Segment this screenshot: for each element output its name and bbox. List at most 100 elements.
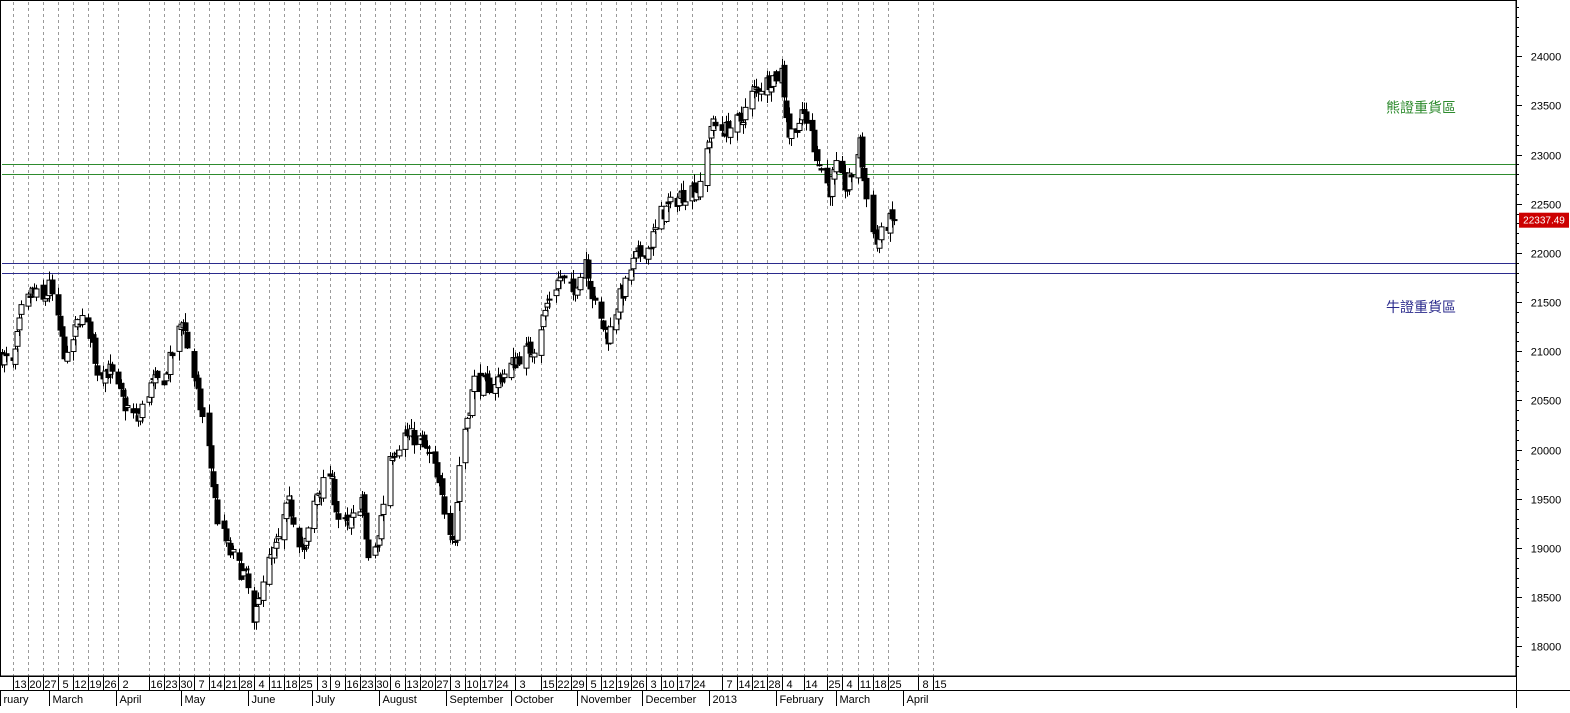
candle-down [589,286,596,300]
x-day-label: 9 [334,679,340,691]
candle-down [486,377,493,394]
x-day-label: 2 [122,679,128,691]
x-day-label: 13 [14,679,26,691]
candle-up [33,288,40,298]
x-day-label: 15 [934,679,946,691]
x-day-label: 19 [89,679,101,691]
candle-down [803,111,810,124]
bull-zone-label: 牛證重貨區 [1386,299,1456,315]
x-day-label: 10 [662,679,674,691]
x-day-label: 7 [726,679,732,691]
x-month-label: June [252,694,276,706]
x-day-label: 8 [922,679,928,691]
candle-down [816,164,823,167]
candle-down [585,259,592,279]
candle-up [16,317,23,331]
grid-layer [13,2,934,676]
candle-down [199,407,206,418]
candle-up [607,326,614,344]
candle-down [426,451,433,455]
bear-zone-label: 熊證重貨區 [1386,99,1456,115]
x-day-label: 19 [617,679,629,691]
x-day-label: 18 [874,679,886,691]
candle-down [811,129,818,153]
x-day-label: 7 [198,679,204,691]
x-month-label: April [907,694,929,706]
x-day-label: 25 [300,679,312,691]
candle-down [214,499,221,525]
x-day-label: 27 [44,679,56,691]
candle-down [773,71,780,82]
x-day-label: 11 [271,679,282,691]
candle-down [441,496,448,515]
candle-up [796,122,803,131]
candle-up [542,309,549,317]
candle-down [92,337,99,364]
candle-up [167,351,174,375]
candle-up [704,148,711,187]
candle-up [79,315,86,325]
candle-up [380,503,387,515]
candle-up [663,205,670,222]
y-tick-label: 23500 [1531,101,1562,113]
y-tick-label: 21500 [1531,298,1562,310]
x-month-label: ruary [4,694,30,706]
candle-down [3,353,10,357]
y-tick-label: 24000 [1531,52,1562,64]
candle-down [439,478,446,496]
x-day-label: 25 [889,679,901,691]
candle-down [863,177,870,200]
candle-up [622,277,629,297]
x-day-label: 4 [846,679,852,691]
candle-up [320,477,327,499]
x-day-label: 13 [406,679,418,691]
candle-layer [0,58,898,630]
candle-down [195,377,202,389]
candle-down [115,371,122,385]
candle-up [531,352,538,358]
candle-down [516,356,523,365]
candle-up [273,541,280,549]
x-day-label: 3 [650,679,656,691]
x-month-label: August [383,694,417,706]
x-month-label: October [515,694,554,706]
candle-down [365,539,372,559]
candle-up [387,456,394,507]
candle-down [154,370,161,379]
candle-up [652,227,659,231]
zone-layer [2,164,1516,274]
x-month-label: July [316,694,336,706]
x-day-label: 16 [346,679,358,691]
x-day-label: 26 [104,679,116,691]
x-month-label: 2013 [713,694,737,706]
candle-down [561,275,568,279]
candle-up [471,375,478,393]
candle-down [449,535,456,541]
x-day-label: 6 [394,679,400,691]
candle-up [255,598,262,605]
candle-down [49,279,56,295]
x-month-label: March [840,694,871,706]
candle-up [523,345,530,369]
candle-up [378,515,385,540]
y-tick-label: 22000 [1531,249,1562,261]
x-month-label: December [646,694,697,706]
candle-up [553,289,560,297]
candle-down [598,301,605,319]
y-tick-label: 20000 [1531,446,1562,458]
candle-up [456,465,463,502]
x-day-label: 23 [361,679,373,691]
last-price-marker: 22337.49 [1519,212,1569,228]
x-day-label: 28 [240,679,252,691]
candle-down [55,294,62,316]
candle-up [727,127,734,138]
candle-down [859,136,866,168]
x-day-label: 3 [321,679,327,691]
candle-down [818,168,825,171]
candle-up [283,502,290,520]
x-day-label: 17 [481,679,493,691]
candle-down [290,517,297,525]
candle-up [311,500,318,530]
candle-down [363,512,370,540]
